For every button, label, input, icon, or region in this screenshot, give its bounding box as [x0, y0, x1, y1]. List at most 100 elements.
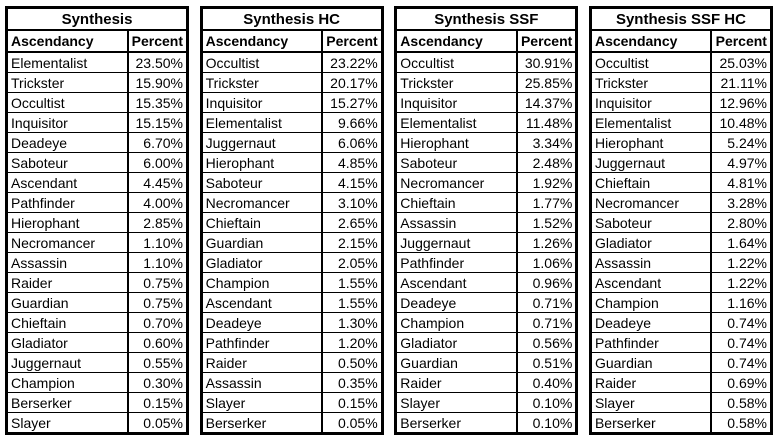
ascendancy-cell: Berserker [205, 414, 267, 431]
percent-cell: 3.10% [321, 192, 383, 213]
table-row: Juggernaut 1.26% [395, 232, 577, 253]
percent-column-header: Percent [515, 30, 577, 53]
ascendancy-cell: Slayer [395, 392, 517, 413]
ascendancy-cell: Pathfinder [590, 332, 712, 353]
table-row: Saboteur 4.15% [201, 172, 383, 193]
percent-cell: 2.85% [126, 212, 188, 233]
table-row: Champion 0.71% [395, 312, 577, 333]
ascendancy-cell: Berserker [594, 414, 656, 431]
ascendancy-cell: Elementalist [201, 112, 323, 133]
table-row: Assassin 1.22% [590, 252, 772, 273]
percent-cell: 9.66% [321, 112, 383, 133]
table-row: Hierophant 4.85% [201, 152, 383, 173]
ascendancy-cell: Guardian [201, 232, 323, 253]
table-title: Synthesis [6, 7, 188, 31]
ascendancy-cell: Slayer [201, 392, 323, 413]
ascendancy-cell: Occultist [6, 92, 128, 113]
table-row: Necromancer 1.92% [395, 172, 577, 193]
percent-column-header: Percent [126, 30, 188, 53]
table-row: Assassin 1.10% [6, 252, 188, 273]
ascendancy-cell: Slayer [11, 414, 51, 431]
table-row: Hierophant 5.24% [590, 132, 772, 153]
percent-cell: 0.15% [126, 392, 188, 413]
ascendancy-cell: Assassin [201, 372, 323, 393]
ascendancy-cell: Trickster [6, 72, 128, 93]
synthesis-hc-table: Synthesis HC Ascendancy Percent Occultis… [199, 6, 384, 435]
table-row: Assassin 1.52% [395, 212, 577, 233]
synthesis-table: Synthesis Ascendancy Percent Elementalis… [5, 6, 189, 435]
table-row: Champion 0.30% [6, 372, 188, 393]
percent-cell: 30.91% [515, 52, 577, 73]
percent-cell: 0.40% [515, 372, 577, 393]
ascendancy-column-header: Ascendancy [590, 30, 712, 53]
ascendancy-cell: Pathfinder [201, 332, 323, 353]
ascendancy-cell: Gladiator [6, 332, 128, 353]
percent-cell: 0.70% [126, 312, 188, 333]
ascendancy-cell: Guardian [590, 352, 712, 373]
table-title-row: Synthesis SSF [395, 7, 577, 31]
table-row: Slayer 0.58% [590, 392, 772, 413]
table-row: Necromancer 1.10% [6, 232, 188, 253]
table-title: Synthesis SSF HC [590, 7, 772, 31]
percent-cell: 0.50% [321, 352, 383, 373]
table-header-row: Ascendancy Percent [395, 30, 577, 53]
synthesis-ssf-table: Synthesis SSF Ascendancy Percent Occulti… [394, 6, 579, 435]
ascendancy-cell: Inquisitor [590, 92, 712, 113]
percent-cell: 4.00% [126, 192, 188, 213]
percent-cell: 15.27% [321, 92, 383, 113]
percent-cell: 1.22% [710, 252, 772, 273]
table-row: Trickster 21.11% [590, 72, 772, 93]
ascendancy-cell: Necromancer [590, 192, 712, 213]
table-row: Raider 0.69% [590, 372, 772, 393]
ascendancy-cell: Assassin [6, 252, 128, 273]
percent-cell: 0.51% [515, 352, 577, 373]
table-title-row: Synthesis SSF HC [590, 7, 772, 31]
percent-cell: 6.70% [126, 132, 188, 153]
table-header-row: Ascendancy Percent [6, 30, 188, 53]
table-title-row: Synthesis [6, 7, 188, 31]
percent-cell: 1.52% [515, 212, 577, 233]
percent-cell: 10.48% [710, 112, 772, 133]
table-row: Trickster 20.17% [201, 72, 383, 93]
table-row: Chieftain 2.65% [201, 212, 383, 233]
ascendancy-cell: Champion [590, 292, 712, 313]
ascendancy-cell: Hierophant [395, 132, 517, 153]
percent-cell: 0.71% [515, 292, 577, 313]
percent-cell: 25.85% [515, 72, 577, 93]
ascendancy-cell: Guardian [6, 292, 128, 313]
table-row: Gladiator 2.05% [201, 252, 383, 273]
table-row: Guardian 0.74% [590, 352, 772, 373]
ascendancy-cell: Pathfinder [395, 252, 517, 273]
table-row: Juggernaut 0.55% [6, 352, 188, 373]
percent-cell: 0.56% [515, 332, 577, 353]
ascendancy-cell: Necromancer [201, 192, 323, 213]
table-row: Occultist 30.91% [395, 52, 577, 73]
percent-cell: 1.10% [126, 252, 188, 273]
table-row: Elementalist 23.50% [6, 52, 188, 73]
table-row: Saboteur 2.48% [395, 152, 577, 173]
percent-cell: 0.75% [126, 272, 188, 293]
percent-cell: 0.35% [321, 372, 383, 393]
ascendancy-cell: Saboteur [201, 172, 323, 193]
table-row: Gladiator 1.64% [590, 232, 772, 253]
ascendancy-cell: Necromancer [395, 172, 517, 193]
ascendancy-cell: Juggernaut [395, 232, 517, 253]
table-row: Chieftain 4.81% [590, 172, 772, 193]
percent-cell: 15.90% [126, 72, 188, 93]
table-header-row: Ascendancy Percent [590, 30, 772, 53]
table-row: Champion 1.16% [590, 292, 772, 313]
table-row: Raider 0.75% [6, 272, 188, 293]
table-row: Deadeye 0.74% [590, 312, 772, 333]
table-row: Ascendant 4.45% [6, 172, 188, 193]
percent-cell: 1.10% [126, 232, 188, 253]
ascendancy-cell: Elementalist [395, 112, 517, 133]
table-row: Guardian 0.75% [6, 292, 188, 313]
synthesis-ssf-hc-table: Synthesis SSF HC Ascendancy Percent Occu… [588, 6, 773, 435]
table-row: Raider 0.50% [201, 352, 383, 373]
ascendancy-cell: Saboteur [395, 152, 517, 173]
percent-cell: 12.96% [710, 92, 772, 113]
percent-cell: 2.48% [515, 152, 577, 173]
ascendancy-cell: Deadeye [590, 312, 712, 333]
table-row: Juggernaut 4.97% [590, 152, 772, 173]
